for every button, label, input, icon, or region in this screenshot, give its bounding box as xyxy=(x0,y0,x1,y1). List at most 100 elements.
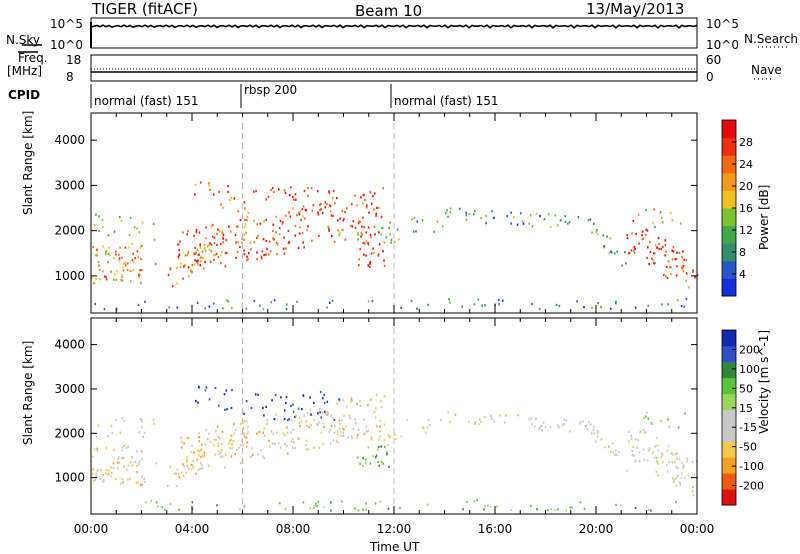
data-cell xyxy=(348,414,351,417)
data-cell xyxy=(370,437,373,440)
data-cell xyxy=(113,273,116,276)
data-cell xyxy=(354,418,356,421)
data-cell xyxy=(535,417,537,420)
data-cell xyxy=(341,209,344,212)
data-cell xyxy=(202,267,205,270)
data-cell xyxy=(692,270,694,273)
data-cell xyxy=(276,253,278,256)
data-cell xyxy=(649,251,652,254)
data-cell xyxy=(657,462,659,465)
data-cell xyxy=(436,220,439,223)
data-cell xyxy=(246,259,248,262)
data-cell xyxy=(242,427,245,430)
data-cell xyxy=(285,401,287,405)
data-cell xyxy=(275,413,277,416)
data-cell xyxy=(632,445,634,448)
data-cell xyxy=(378,430,381,433)
data-cell xyxy=(558,426,560,429)
data-cell xyxy=(303,190,306,193)
data-cell xyxy=(681,256,683,259)
data-cell xyxy=(283,236,285,239)
data-cell xyxy=(634,507,637,510)
data-cell xyxy=(186,456,188,459)
data-cell xyxy=(362,508,364,511)
data-cell xyxy=(326,306,328,309)
data-cell xyxy=(137,256,139,259)
data-cell xyxy=(266,247,268,250)
data-cell xyxy=(319,390,322,394)
data-cell xyxy=(666,449,669,452)
data-cell xyxy=(672,477,674,480)
data-cell xyxy=(298,422,300,425)
data-cell xyxy=(373,225,376,228)
data-cell xyxy=(493,216,495,219)
y-tick-label: 4000 xyxy=(54,133,85,147)
data-cell xyxy=(597,302,599,305)
data-cell xyxy=(246,255,248,258)
data-cell xyxy=(416,220,419,223)
data-cell xyxy=(351,399,353,402)
data-cell xyxy=(256,236,258,239)
data-cell xyxy=(191,464,194,467)
data-cell xyxy=(351,203,353,206)
data-cell xyxy=(638,451,641,454)
data-cell xyxy=(173,472,176,475)
data-cell xyxy=(410,299,413,303)
data-cell xyxy=(680,476,683,479)
data-cell xyxy=(604,446,606,449)
data-cell xyxy=(646,459,649,462)
data-cell xyxy=(429,423,431,426)
data-cell xyxy=(93,223,96,227)
data-cell xyxy=(181,441,183,444)
data-cell xyxy=(91,277,93,280)
data-cell xyxy=(661,452,663,455)
data-cell xyxy=(609,237,612,240)
data-cell xyxy=(303,414,305,417)
data-cell xyxy=(639,430,642,433)
data-cell xyxy=(176,306,179,309)
data-cell xyxy=(612,451,615,454)
data-cell xyxy=(596,431,599,434)
data-cell xyxy=(364,242,366,245)
data-cell xyxy=(234,233,237,236)
data-cell xyxy=(646,411,648,414)
data-cell xyxy=(364,461,367,464)
data-cell xyxy=(367,243,370,246)
data-cell xyxy=(243,420,246,423)
data-cell xyxy=(217,436,220,439)
data-cell xyxy=(651,422,653,425)
data-cell xyxy=(683,305,686,308)
velocity-colorbar-tick-label: -50 xyxy=(739,441,757,454)
data-cell xyxy=(134,257,136,260)
data-cell xyxy=(273,238,275,241)
data-cell xyxy=(539,426,542,429)
data-cell xyxy=(379,425,381,428)
data-cell xyxy=(669,266,672,269)
data-cell xyxy=(140,281,142,284)
data-cell xyxy=(247,430,249,433)
data-cell xyxy=(473,500,475,503)
data-cell xyxy=(243,434,246,437)
data-cell xyxy=(150,499,153,502)
data-cell xyxy=(272,237,274,240)
data-cell xyxy=(103,479,105,482)
data-cell xyxy=(326,413,329,416)
data-cell xyxy=(590,423,592,426)
data-cell xyxy=(295,415,297,418)
data-cell xyxy=(365,508,367,511)
data-cell xyxy=(120,457,123,460)
data-cell xyxy=(124,264,127,267)
data-cell xyxy=(96,254,99,257)
data-cell xyxy=(248,252,250,255)
data-cell xyxy=(230,455,233,458)
data-cell xyxy=(194,246,196,249)
data-cell xyxy=(220,262,222,265)
data-cell xyxy=(279,502,281,505)
data-cell xyxy=(267,195,270,198)
data-cell xyxy=(298,213,301,216)
data-cell xyxy=(682,250,684,253)
velocity-colorbar-tick-label: -15 xyxy=(739,421,757,434)
data-cell xyxy=(119,482,122,485)
data-cell xyxy=(528,418,531,421)
data-cell xyxy=(671,258,674,261)
